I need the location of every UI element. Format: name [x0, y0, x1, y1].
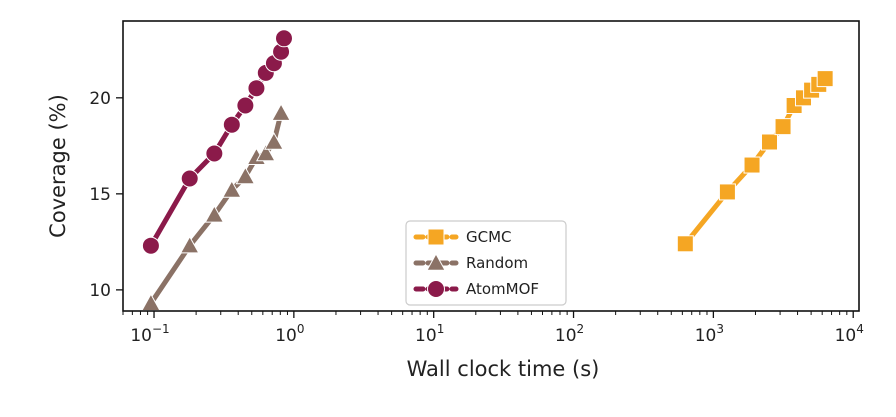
- data-point-atommof-3: [222, 115, 241, 134]
- data-point-atommof-0: [141, 236, 160, 255]
- data-point-gcmc-2: [743, 156, 761, 174]
- x-tick-label-4: 103: [695, 322, 724, 346]
- data-point-random-6: [255, 143, 276, 162]
- data-point-gcmc-4: [774, 118, 792, 136]
- x-tick-exponent-5: 4: [856, 322, 864, 336]
- data-point-atommof-5: [247, 79, 266, 98]
- legend-marker-random: [426, 252, 446, 271]
- legend-marker-gcmc: [427, 228, 445, 246]
- x-tick-base-4: 10: [695, 326, 717, 346]
- data-point-random-8: [271, 103, 291, 121]
- data-point-random-7: [264, 131, 284, 150]
- x-axis-label: Wall clock time (s): [407, 357, 600, 381]
- data-point-random-2: [204, 204, 225, 223]
- data-point-atommof-1: [180, 169, 199, 188]
- data-point-gcmc-1: [718, 183, 736, 201]
- x-tick-exponent-4: 3: [716, 322, 724, 336]
- legend-box: [405, 220, 567, 306]
- x-tick-base-5: 10: [835, 326, 857, 346]
- y-tick-label-2: 20: [89, 89, 111, 109]
- x-tick-base-1: 10: [275, 326, 297, 346]
- x-tick-exponent-2: 1: [437, 322, 445, 336]
- data-point-atommof-4: [236, 96, 255, 115]
- legend-marker-atommof: [427, 280, 445, 298]
- data-point-atommof-2: [205, 144, 224, 163]
- x-tick-base-0: 10: [130, 326, 152, 346]
- x-tick-exponent-3: 2: [577, 322, 585, 336]
- legend-label-random: Random: [466, 254, 528, 272]
- x-tick-base-2: 10: [415, 326, 437, 346]
- legend-label-gcmc: GCMC: [466, 228, 512, 246]
- x-tick-label-1: 100: [275, 322, 304, 346]
- data-point-random-4: [235, 166, 256, 185]
- plot-frame: [122, 20, 860, 312]
- x-tick-exponent-1: 0: [297, 322, 305, 336]
- x-tick-label-3: 102: [555, 322, 584, 346]
- y-tick-label-1: 15: [89, 185, 111, 205]
- legend-label-atommof: AtomMOF: [466, 280, 539, 298]
- data-point-gcmc-9: [816, 70, 834, 88]
- x-tick-label-5: 104: [835, 322, 864, 346]
- x-tick-exponent-0: −1: [152, 322, 170, 336]
- y-tick-label-0: 10: [89, 281, 111, 301]
- data-point-random-1: [179, 235, 200, 254]
- x-tick-base-3: 10: [555, 326, 577, 346]
- legend: GCMC Random AtomMOF: [405, 220, 567, 306]
- x-tick-label-2: 101: [415, 322, 444, 346]
- y-axis-label: Coverage (%): [46, 94, 70, 238]
- data-point-random-3: [221, 179, 242, 198]
- data-point-gcmc-3: [761, 133, 779, 151]
- data-point-gcmc-0: [676, 235, 694, 253]
- data-point-atommof-9: [274, 29, 293, 48]
- x-tick-label-0: 10−1: [130, 322, 169, 346]
- plot-area: [141, 29, 834, 312]
